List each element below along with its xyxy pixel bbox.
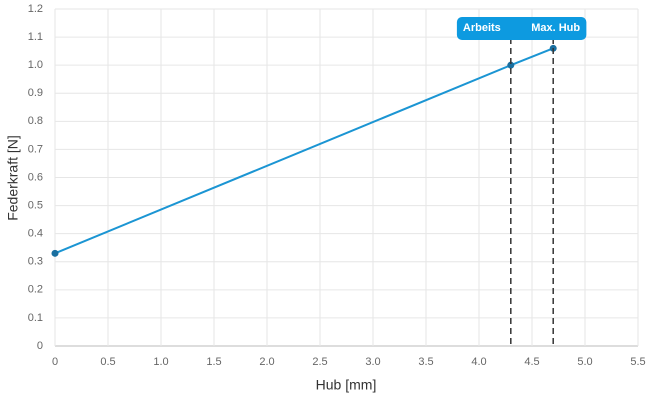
y-tick-label: 0.4 <box>28 228 43 240</box>
line <box>54 47 554 255</box>
y-tick-label: 0 <box>37 340 43 352</box>
x-tick-label: 4.0 <box>471 356 486 368</box>
annotation-box <box>456 17 587 40</box>
x-tick-label: 5.0 <box>577 356 592 368</box>
y-axis-title: Federkraft [N] <box>5 135 21 221</box>
y-tick-label: 1.2 <box>28 3 43 15</box>
x-axis-title: Hub [mm] <box>316 377 377 393</box>
y-tick-label: 0.5 <box>28 199 43 211</box>
y-tick-label: 0.6 <box>28 171 43 183</box>
x-tick-label: 2.0 <box>259 356 274 368</box>
x-tick-label: 0 <box>52 356 58 368</box>
point <box>507 61 515 69</box>
x-tick-label: 3.0 <box>365 356 380 368</box>
y-tick-label: 0.2 <box>28 284 43 296</box>
point <box>51 249 59 257</box>
y-tick-label: 0.9 <box>28 87 43 99</box>
x-tick-label: 1.0 <box>153 356 168 368</box>
y-tick-label: 1.0 <box>28 59 43 71</box>
y-tick-label: 1.1 <box>28 31 43 43</box>
y-tick-label: 0.7 <box>28 143 43 155</box>
x-tick-label: 2.5 <box>312 356 327 368</box>
y-tick-label: 0.3 <box>28 256 43 268</box>
annotation-label: Arbeits <box>463 22 501 34</box>
x-tick-label: 0.5 <box>100 356 115 368</box>
x-tick-label: 1.5 <box>206 356 221 368</box>
x-tick-label: 4.5 <box>524 356 539 368</box>
y-tick-label: 0.8 <box>28 115 43 127</box>
annotation-label: Max. Hub <box>531 22 580 34</box>
x-tick-label: 3.5 <box>418 356 433 368</box>
y-tick-label: 0.1 <box>28 312 43 324</box>
x-tick-label: 5.5 <box>630 356 645 368</box>
